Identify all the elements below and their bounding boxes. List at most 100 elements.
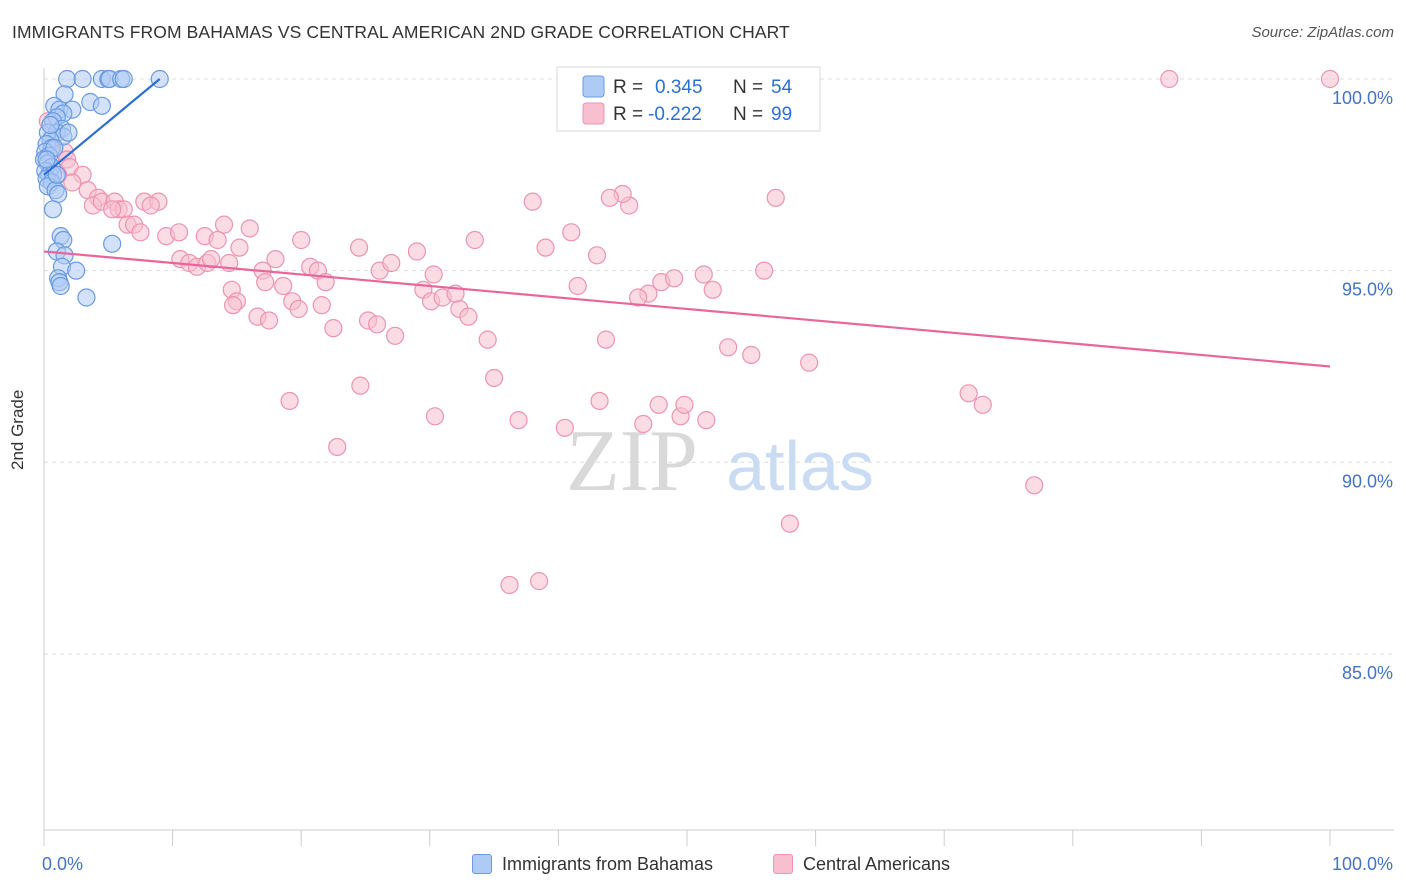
central-americans-point bbox=[755, 261, 774, 280]
central-americans-point bbox=[1025, 476, 1044, 495]
bahamas-point bbox=[43, 200, 63, 219]
central-americans-point bbox=[694, 265, 713, 284]
central-americans-point bbox=[536, 238, 555, 257]
central-americans-legend-label: Central Americans bbox=[803, 853, 951, 874]
central-americans-point bbox=[63, 173, 82, 192]
bottom-legend-bahamas: Immigrants from Bahamas bbox=[472, 850, 713, 878]
central-americans-point bbox=[208, 230, 227, 250]
central-americans-point bbox=[202, 250, 221, 269]
central-americans-point bbox=[629, 288, 648, 307]
central-americans-point bbox=[649, 395, 668, 414]
central-americans-point bbox=[719, 338, 738, 357]
central-americans-point bbox=[289, 299, 308, 319]
central-americans-point bbox=[697, 411, 716, 430]
central-americans-point bbox=[465, 230, 484, 250]
central-americans-point bbox=[485, 368, 504, 388]
central-americans-point bbox=[500, 575, 519, 595]
central-americans-point bbox=[259, 311, 279, 330]
central-americans-point bbox=[214, 215, 234, 234]
central-americans-point bbox=[600, 188, 619, 207]
bahamas-point bbox=[59, 123, 78, 142]
trend-lines bbox=[43, 78, 1331, 368]
central-americans-point bbox=[280, 391, 299, 411]
bottom-legend-central-americans: Central Americans bbox=[773, 850, 950, 878]
central-americans-point bbox=[959, 384, 978, 403]
x-tick-label: 0.0% bbox=[42, 854, 83, 874]
central-americans-point bbox=[562, 223, 581, 242]
central-americans-point bbox=[555, 418, 574, 437]
central-americans-point bbox=[1320, 69, 1340, 89]
bahamas-point bbox=[49, 184, 68, 204]
central-americans-point bbox=[312, 296, 331, 315]
y-tick-label: 90.0% bbox=[1342, 471, 1393, 491]
central-americans-point bbox=[425, 407, 445, 426]
central-americans-point bbox=[131, 223, 150, 242]
bahamas-point bbox=[37, 150, 56, 169]
central-americans-point bbox=[367, 315, 387, 334]
legend-blue-r-value: 0.345 bbox=[655, 77, 703, 98]
central-americans-point bbox=[328, 437, 347, 457]
y-tick-label: 85.0% bbox=[1342, 663, 1393, 683]
watermark-zip: ZIP bbox=[566, 413, 698, 510]
central-americans-point bbox=[266, 250, 285, 269]
bahamas-point bbox=[103, 234, 122, 253]
bahamas-legend-label: Immigrants from Bahamas bbox=[502, 853, 714, 874]
legend-blue-n-label: N = bbox=[733, 77, 763, 98]
central-americans-point bbox=[530, 572, 549, 591]
bahamas-point bbox=[51, 276, 70, 296]
central-americans-point bbox=[141, 196, 160, 215]
central-americans-point bbox=[459, 307, 478, 326]
central-americans-point bbox=[103, 200, 122, 219]
y-tick-label: 95.0% bbox=[1342, 280, 1393, 300]
x-tick-label: 100.0% bbox=[1332, 854, 1393, 874]
bahamas-point bbox=[47, 165, 66, 184]
central-americans-point bbox=[766, 188, 785, 207]
central-americans-point bbox=[292, 230, 311, 250]
central-americans-point bbox=[703, 280, 722, 299]
bahamas-swatch bbox=[472, 854, 492, 874]
central-americans-point bbox=[223, 296, 243, 315]
bahamas-point bbox=[67, 261, 86, 280]
central-americans-point bbox=[478, 330, 497, 349]
central-americans-point bbox=[523, 192, 542, 211]
central-americans-point bbox=[590, 391, 609, 411]
watermark-atlas: atlas bbox=[726, 427, 874, 505]
central-americans-point bbox=[169, 223, 189, 242]
central-americans-point bbox=[230, 238, 249, 257]
central-americans-points bbox=[38, 69, 1340, 595]
central-americans-point bbox=[800, 353, 819, 372]
central-americans-point bbox=[675, 395, 694, 414]
legend-blue-swatch bbox=[582, 75, 605, 98]
central-americans-point bbox=[509, 411, 528, 430]
legend-pink-n-value: 99 bbox=[771, 104, 792, 125]
central-americans-point bbox=[351, 376, 370, 395]
central-americans-swatch bbox=[773, 854, 793, 874]
central-americans-point bbox=[780, 514, 799, 533]
central-americans-point bbox=[1160, 69, 1179, 89]
watermark: ZIP atlas bbox=[566, 413, 874, 510]
y-tick-label: 100.0% bbox=[1332, 88, 1393, 108]
bahamas-point bbox=[41, 115, 60, 135]
central-americans-point bbox=[568, 276, 587, 296]
central-americans-point bbox=[349, 238, 369, 257]
central-americans-point bbox=[324, 319, 343, 338]
central-americans-point bbox=[587, 246, 607, 265]
bahamas-point bbox=[77, 288, 96, 307]
grid-lines bbox=[44, 78, 1394, 655]
chart-title: IMMIGRANTS FROM BAHAMAS VS CENTRAL AMERI… bbox=[12, 22, 790, 42]
central-americans-point bbox=[596, 330, 616, 349]
correlation-legend: R = 0.345 N = 54 R = -0.222 N = 99 bbox=[556, 66, 821, 132]
tick-labels: 85.0% 90.0% 95.0% 100.0% 0.0% 100.0% bbox=[42, 88, 1393, 874]
central-americans-point bbox=[256, 273, 275, 292]
legend-pink-r-value: -0.222 bbox=[648, 104, 702, 125]
legend-pink-n-label: N = bbox=[733, 104, 763, 125]
legend-pink-swatch bbox=[582, 102, 605, 125]
source-label: Source: ZipAtlas.com bbox=[1251, 24, 1394, 41]
axes bbox=[43, 68, 1394, 846]
central-americans-point bbox=[634, 414, 653, 434]
central-americans-point bbox=[382, 253, 401, 273]
central-americans-point bbox=[742, 345, 761, 365]
bahamas-point bbox=[58, 69, 77, 89]
central-americans-point bbox=[424, 265, 443, 284]
